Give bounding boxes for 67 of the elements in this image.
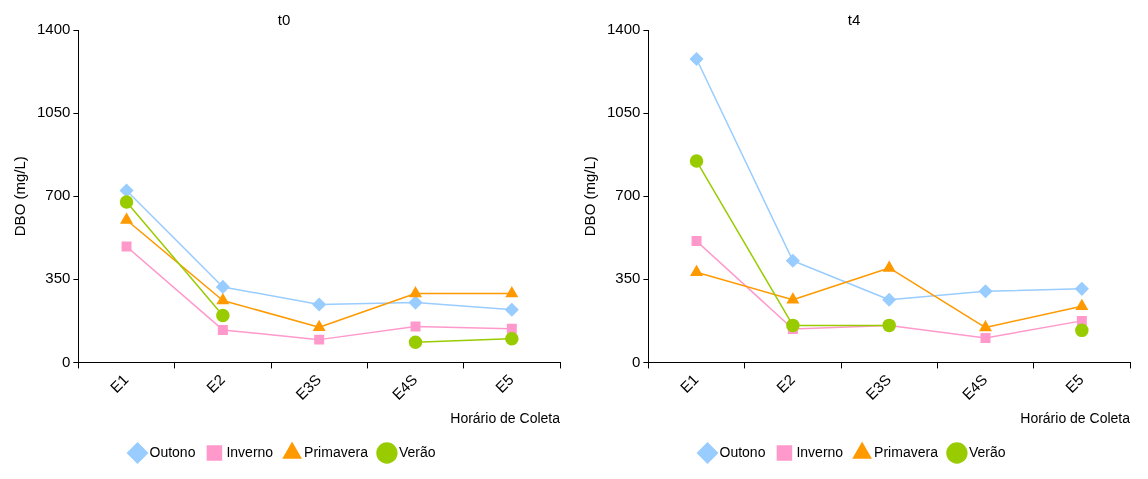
x-tick-label: E4S	[958, 370, 991, 403]
legend-label: Inverno	[226, 443, 274, 460]
point	[689, 154, 704, 168]
legend-label: Inverno	[796, 443, 844, 460]
y-tick-label: 1400	[606, 20, 641, 38]
point	[786, 292, 799, 304]
point	[216, 280, 230, 294]
y-tick-label: 1050	[36, 103, 71, 121]
x-tick-label: E3S	[292, 370, 325, 403]
point	[505, 302, 519, 317]
point	[217, 324, 228, 335]
x-tick-label: E4S	[388, 370, 421, 403]
point	[410, 321, 421, 332]
point	[313, 320, 326, 332]
legend-label: Primavera	[304, 443, 369, 460]
point	[691, 236, 702, 247]
point	[979, 320, 992, 332]
y-axis-title: DBO (mg/L)	[11, 156, 29, 237]
point	[786, 254, 800, 268]
point	[786, 318, 800, 333]
x-tick-label: E3S	[862, 370, 895, 403]
x-tick-label: E5	[491, 370, 517, 396]
point	[505, 286, 518, 298]
y-tick-label: 700	[45, 186, 71, 204]
point	[980, 332, 991, 343]
legend-label: Outono	[719, 443, 766, 460]
y-tick-label: 0	[62, 352, 71, 370]
point	[1075, 323, 1089, 338]
legend-label: Verão	[968, 443, 1006, 460]
y-tick-label: 0	[632, 352, 641, 370]
y-tick-label: 350	[615, 269, 641, 287]
point	[120, 213, 133, 224]
point	[216, 293, 229, 305]
legend-label: Primavera	[874, 443, 939, 460]
point	[1075, 282, 1089, 296]
chart-title: t4	[847, 11, 861, 29]
x-tick-label: E1	[676, 370, 702, 396]
point	[690, 265, 703, 276]
point	[1075, 299, 1088, 310]
point	[312, 297, 326, 312]
point	[978, 284, 993, 298]
point	[119, 183, 134, 198]
point	[314, 334, 325, 345]
point	[409, 286, 422, 298]
y-tick-label: 700	[615, 186, 641, 204]
point	[216, 308, 230, 323]
point	[121, 241, 132, 252]
chart-title: t0	[277, 11, 291, 29]
x-tick-label: E1	[106, 370, 132, 396]
y-tick-label: 1050	[606, 103, 641, 121]
point	[408, 295, 423, 310]
y-tick-label: 350	[45, 269, 71, 287]
x-tick-label: E2	[772, 370, 798, 396]
y-axis-title: DBO (mg/L)	[581, 156, 599, 237]
legend-label: Verão	[398, 443, 436, 460]
point	[882, 292, 896, 307]
point	[689, 52, 704, 66]
x-tick-label: E2	[202, 370, 228, 396]
point	[119, 195, 134, 209]
x-axis-title: Horário de Coleta	[1020, 410, 1131, 427]
x-tick-label: E5	[1061, 370, 1087, 396]
legend-label: Outono	[149, 443, 196, 460]
point	[505, 331, 519, 346]
point	[883, 261, 896, 272]
x-axis-title: Horário de Coleta	[450, 410, 561, 427]
y-tick-label: 1400	[36, 20, 71, 38]
point	[408, 335, 423, 349]
